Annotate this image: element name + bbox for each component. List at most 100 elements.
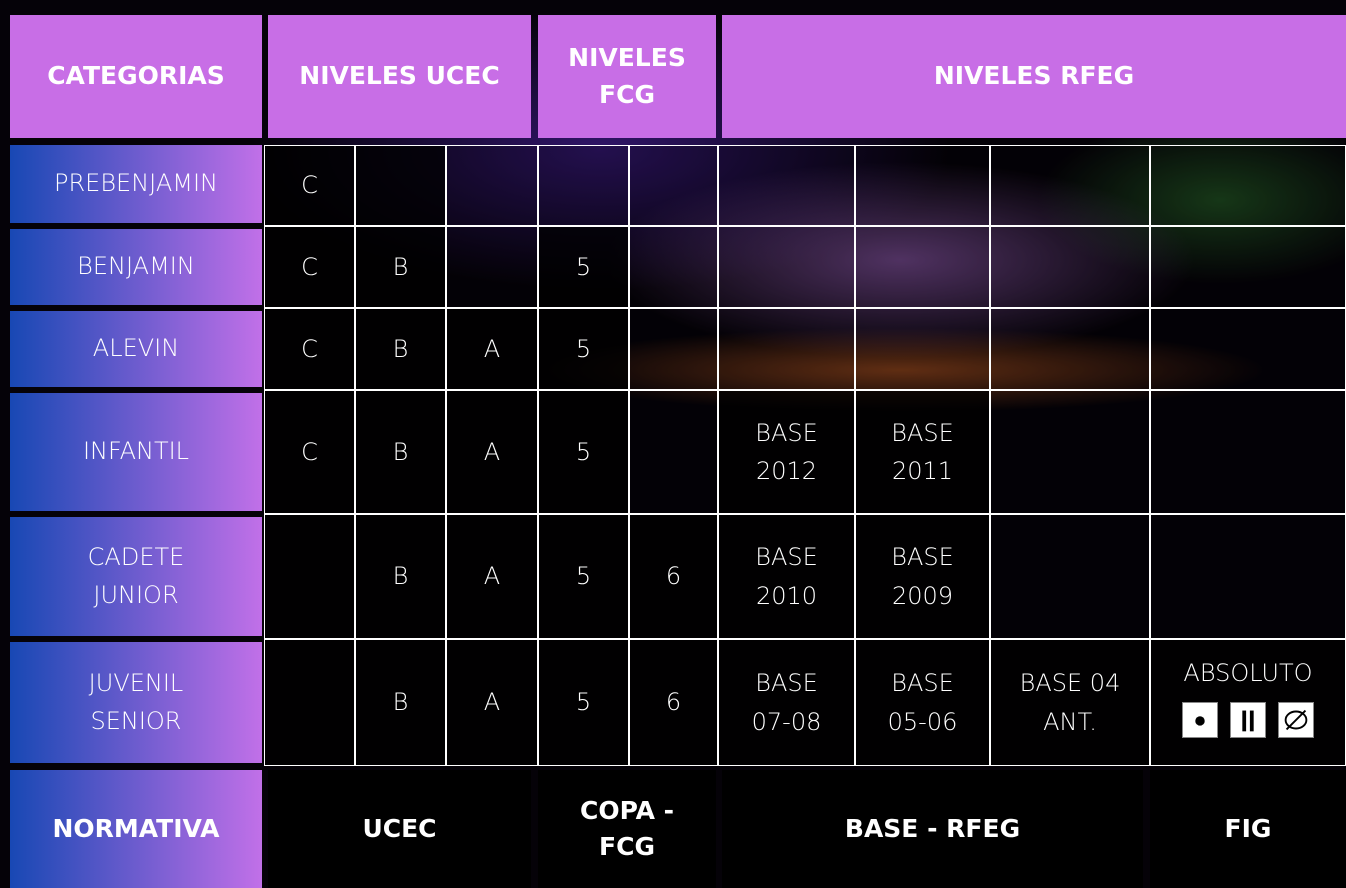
cell-text: 6 xyxy=(665,688,682,717)
category-cell: PREBENJAMIN xyxy=(10,145,262,223)
level-cell xyxy=(264,639,355,766)
cell-text: B xyxy=(392,437,409,466)
cell-text: BASE 2009 xyxy=(891,543,954,610)
level-cell: 6 xyxy=(629,639,718,766)
level-cell xyxy=(855,226,990,308)
cell-text: B xyxy=(392,252,409,281)
header-cell: NIVELES RFEG xyxy=(722,15,1346,138)
category-cell: INFANTIL xyxy=(10,393,262,511)
cell-text: UCEC xyxy=(362,813,437,843)
level-cell: B xyxy=(355,226,446,308)
level-cell xyxy=(990,390,1150,514)
cell-text: 5 xyxy=(575,437,592,466)
category-cell: CADETE JUNIOR xyxy=(10,517,262,636)
level-cell xyxy=(1150,145,1346,226)
cell-text: 5 xyxy=(575,688,592,717)
header-cell: NIVELES UCEC xyxy=(268,15,531,138)
cell-text: BASE 2012 xyxy=(755,418,818,485)
footer-cell: BASE - RFEG xyxy=(722,770,1143,888)
cell-text: NIVELES RFEG xyxy=(933,61,1135,91)
category-cell: ALEVIN xyxy=(10,311,262,387)
level-cell: A xyxy=(446,308,538,390)
level-cell: BASE 07-08 xyxy=(718,639,855,766)
cell-text: B xyxy=(392,688,409,717)
level-cell xyxy=(990,145,1150,226)
cell-text: NORMATIVA xyxy=(52,813,220,843)
level-cell: 5 xyxy=(538,514,629,639)
level-cell: B xyxy=(355,390,446,514)
apparatus-icons xyxy=(1182,702,1314,739)
cell-text: COPA - FCG xyxy=(579,795,675,861)
icon-clubs xyxy=(1230,702,1266,739)
level-cell xyxy=(718,145,855,226)
level-cell: 5 xyxy=(538,639,629,766)
cell-text: NIVELES FCG xyxy=(568,43,686,109)
level-cell xyxy=(1150,226,1346,308)
cell-text: ABSOLUTO xyxy=(1183,659,1313,687)
icon-ribbon xyxy=(1278,702,1314,739)
cell-text: JUVENIL SENIOR xyxy=(88,669,184,735)
level-cell: C xyxy=(264,390,355,514)
cell-text: NIVELES UCEC xyxy=(299,61,500,91)
level-cell xyxy=(855,145,990,226)
level-cell xyxy=(446,145,538,226)
level-cell: 5 xyxy=(538,308,629,390)
cell-text: 5 xyxy=(575,334,592,363)
cell-text: B xyxy=(392,334,409,363)
cell-text: A xyxy=(483,562,501,591)
level-cell: 6 xyxy=(629,514,718,639)
header-cell: NIVELES FCG xyxy=(538,15,716,138)
footer-cell: UCEC xyxy=(268,770,531,888)
level-cell xyxy=(990,308,1150,390)
level-cell: BASE 2010 xyxy=(718,514,855,639)
level-cell xyxy=(855,308,990,390)
category-cell: BENJAMIN xyxy=(10,229,262,305)
cell-text: 5 xyxy=(575,252,592,281)
header-cell: CATEGORIAS xyxy=(10,15,262,138)
level-cell: A xyxy=(446,514,538,639)
cell-text: C xyxy=(301,437,318,466)
cell-text: BENJAMIN xyxy=(77,252,195,281)
cell-text: 6 xyxy=(665,562,682,591)
level-cell xyxy=(446,226,538,308)
category-cell: JUVENIL SENIOR xyxy=(10,642,262,763)
cell-text: BASE 04 ANT. xyxy=(1019,669,1121,736)
level-cell xyxy=(264,514,355,639)
level-cell xyxy=(718,308,855,390)
level-cell xyxy=(718,226,855,308)
level-cell xyxy=(1150,390,1346,514)
cell-text: BASE 2011 xyxy=(891,418,954,485)
footer-cell: FIG xyxy=(1150,770,1346,888)
level-cell: C xyxy=(264,308,355,390)
level-cell: A xyxy=(446,390,538,514)
level-cell: BASE 2009 xyxy=(855,514,990,639)
cell-text: INFANTIL xyxy=(82,437,190,466)
level-cell xyxy=(990,514,1150,639)
level-cell: A xyxy=(446,639,538,766)
level-cell xyxy=(1150,514,1346,639)
cell-text: ALEVIN xyxy=(92,334,180,363)
footer-cell: NORMATIVA xyxy=(10,770,262,888)
level-cell: B xyxy=(355,308,446,390)
cell-text: A xyxy=(483,688,501,717)
level-cell xyxy=(1150,308,1346,390)
icon-ball xyxy=(1182,702,1218,739)
cell-text: C xyxy=(301,252,318,281)
cell-text: C xyxy=(301,334,318,363)
cell-text: CADETE JUNIOR xyxy=(87,543,185,609)
cell-text: CATEGORIAS xyxy=(47,61,225,91)
cell-text: BASE - RFEG xyxy=(844,813,1021,843)
cell-text: 5 xyxy=(575,562,592,591)
level-cell: 5 xyxy=(538,390,629,514)
level-cell: BASE 2011 xyxy=(855,390,990,514)
level-cell xyxy=(629,390,718,514)
cell-text: BASE 2010 xyxy=(755,543,818,610)
level-cell: B xyxy=(355,514,446,639)
level-cell xyxy=(355,145,446,226)
cell-text: A xyxy=(483,437,501,466)
level-cell: C xyxy=(264,226,355,308)
cell-text: C xyxy=(301,171,318,200)
level-cell: B xyxy=(355,639,446,766)
level-cell xyxy=(629,226,718,308)
